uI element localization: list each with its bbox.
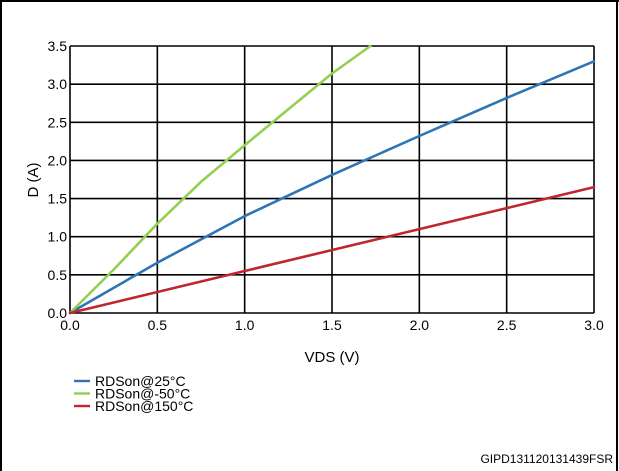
x-axis-label: VDS (V) bbox=[304, 349, 359, 366]
series-lines bbox=[68, 44, 596, 315]
y-tick-label-6: 3.0 bbox=[48, 76, 68, 92]
x-tick-label-2: 1.0 bbox=[235, 317, 255, 333]
y-tick-label-3: 1.5 bbox=[48, 191, 68, 207]
x-tick-label-3: 1.5 bbox=[322, 317, 342, 333]
y-tick-label-5: 2.5 bbox=[48, 114, 68, 130]
y-tick-label-1: 0.5 bbox=[48, 267, 68, 283]
x-tick-label-6: 3.0 bbox=[584, 317, 604, 333]
y-tick-label-4: 2.0 bbox=[48, 152, 68, 168]
x-tick-label-0: 0.0 bbox=[60, 317, 80, 333]
figure-code: GIPD131120131439FSR bbox=[480, 452, 613, 466]
x-tick-label-5: 2.5 bbox=[497, 317, 517, 333]
grid bbox=[69, 45, 595, 314]
series-line-2 bbox=[68, 185, 596, 315]
y-tick-label-2: 1.0 bbox=[48, 229, 68, 245]
x-tick-labels: 0.0 0.5 1.0 1.5 2.0 2.5 3.0 bbox=[60, 317, 604, 333]
series-line-0 bbox=[68, 59, 596, 315]
series-line-1 bbox=[68, 44, 372, 315]
y-tick-labels: 0.0 0.5 1.0 1.5 2.0 2.5 3.0 3.5 bbox=[48, 38, 68, 321]
legend-label-1: RDSon@-50°C bbox=[95, 386, 190, 402]
x-tick-label-1: 0.5 bbox=[148, 317, 168, 333]
y-tick-label-7: 3.5 bbox=[48, 38, 68, 54]
x-tick-label-4: 2.0 bbox=[410, 317, 430, 333]
legend-label-2: RDSon@150°C bbox=[95, 398, 193, 414]
legend-label-0: RDSon@25°C bbox=[95, 373, 186, 389]
y-tick-label-0: 0.0 bbox=[48, 305, 68, 321]
y-axis-label: D (A) bbox=[25, 163, 42, 198]
